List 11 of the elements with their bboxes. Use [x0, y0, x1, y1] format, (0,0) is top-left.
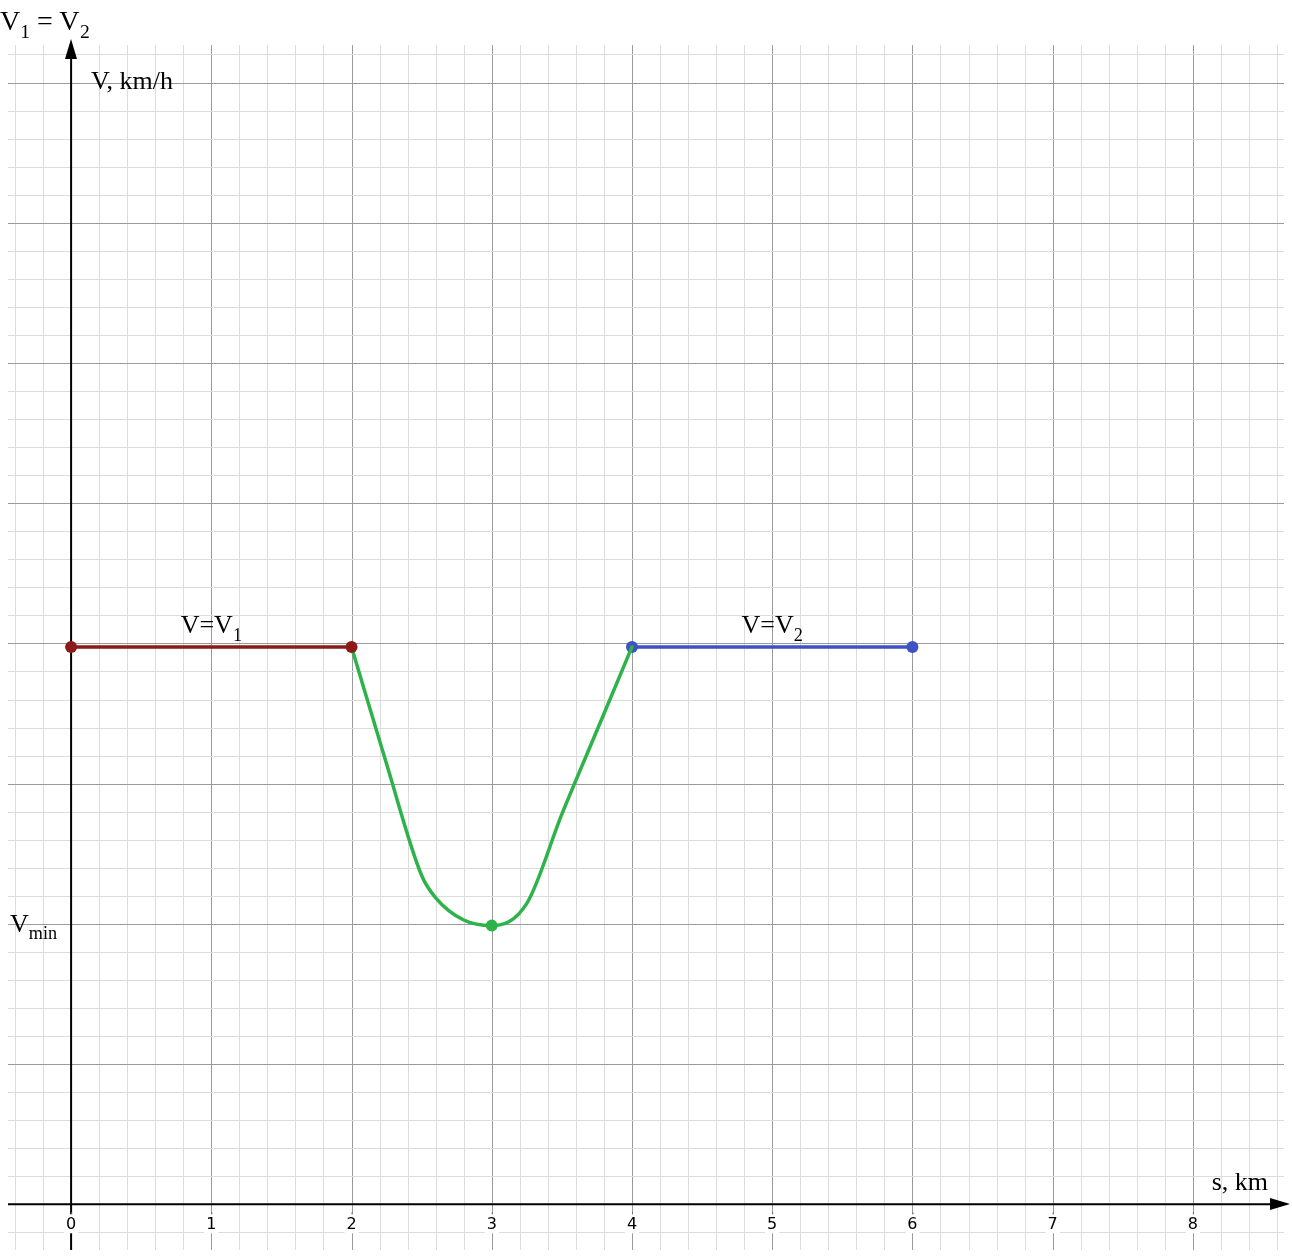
x-tick-label: 6 [907, 1214, 918, 1234]
x-tick-label: 1 [206, 1214, 217, 1234]
x-tick-label: 2 [346, 1214, 357, 1234]
x-tick-label: 8 [1187, 1214, 1198, 1234]
x-axis-title: s, km [1211, 1167, 1268, 1197]
x-tick-label: 3 [486, 1214, 497, 1234]
text: V, km/h [91, 66, 173, 95]
x-tick-label: 5 [767, 1214, 778, 1234]
x-tick-label: 7 [1047, 1214, 1058, 1234]
x-tick-label: 4 [626, 1214, 638, 1234]
x-tick-label: 0 [66, 1214, 77, 1234]
